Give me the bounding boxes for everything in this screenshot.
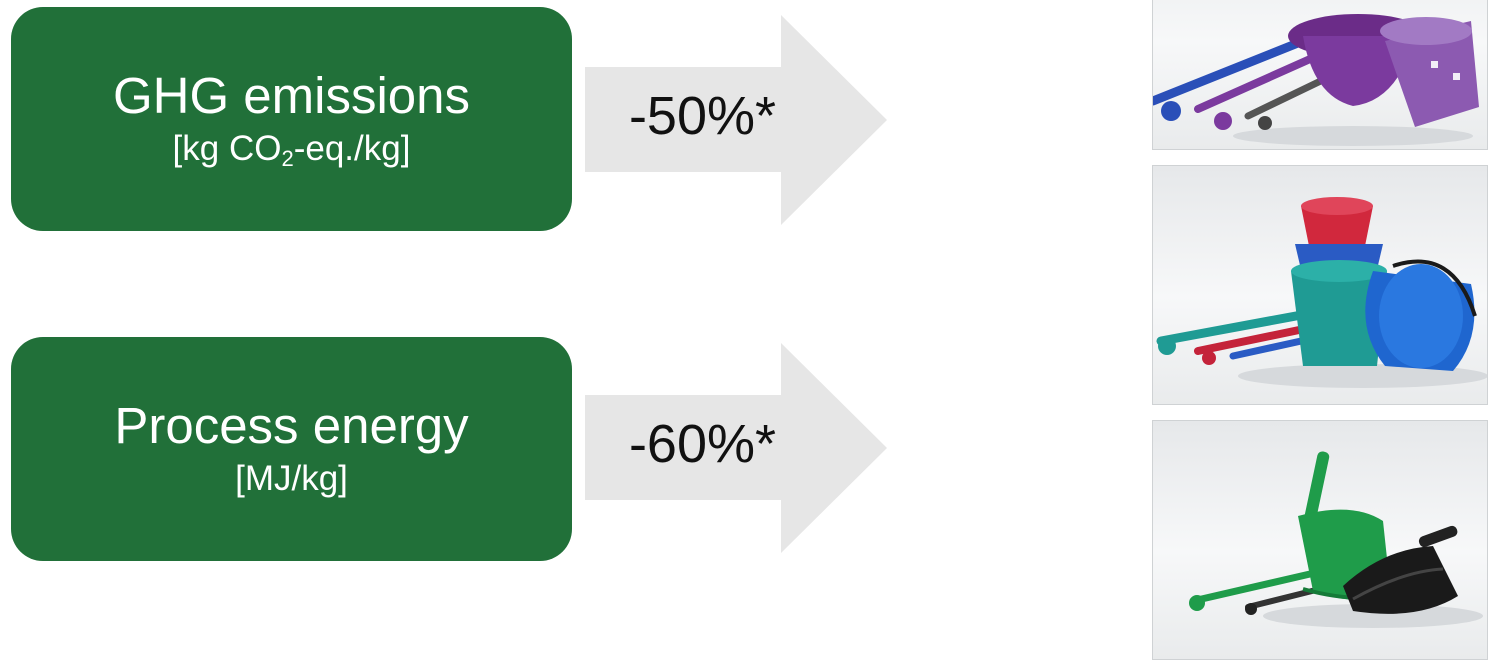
process-energy-title: Process energy [114, 396, 469, 454]
process-energy-unit: [MJ/kg] [235, 459, 348, 499]
ghg-emissions-unit: [kg CO2-eq./kg] [172, 129, 411, 172]
ghg-reduction-value: -50%* [628, 86, 777, 146]
ghg-emissions-title: GHG emissions [112, 66, 471, 124]
energy-reduction-value: -60%* [628, 414, 777, 474]
product-photo-buckets [1152, 165, 1488, 405]
energy-reduction-arrow: -60%* [585, 343, 887, 553]
ghg-emissions-box: GHG emissions [kg CO2-eq./kg] [11, 7, 572, 231]
ghg-reduction-arrow: -50%* [585, 15, 887, 225]
arrow-shape [585, 343, 887, 553]
process-energy-box: Process energy [MJ/kg] [11, 337, 572, 561]
product-photo-dustpan [1152, 420, 1488, 660]
arrow-shape [585, 15, 887, 225]
product-photo-flower-pots [1152, 0, 1488, 150]
